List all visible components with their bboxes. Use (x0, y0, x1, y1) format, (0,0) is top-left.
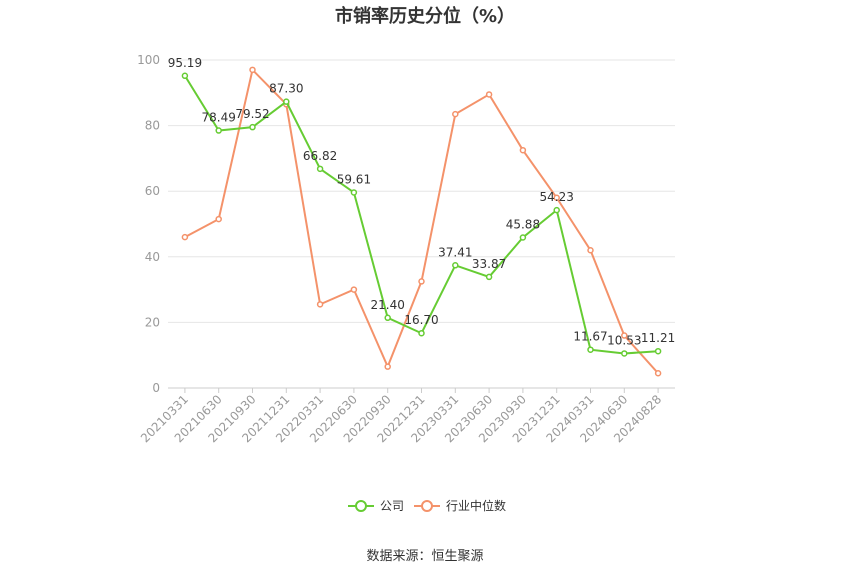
industry-point (249, 66, 256, 74)
company-data-label: 54.23 (540, 190, 574, 204)
company-point (519, 234, 527, 241)
industry-point (350, 286, 358, 293)
y-tick-label: 100 (137, 53, 160, 67)
company-point (553, 206, 560, 214)
y-tick-label: 0 (152, 381, 160, 395)
industry-point (384, 363, 391, 370)
y-axis: 0 20 40 60 80 100 (137, 53, 160, 395)
company-point (621, 350, 628, 357)
company-data-label: 11.67 (573, 330, 607, 344)
company-data-label: 87.30 (269, 82, 303, 96)
industry-point (452, 110, 459, 118)
industry-point (553, 194, 560, 202)
company-point (485, 273, 493, 281)
industry-point (181, 233, 189, 241)
data-source: 数据来源：恒生聚源 (366, 549, 484, 564)
company-point (283, 98, 290, 105)
company-data-label: 95.19 (168, 56, 202, 70)
gridlines (168, 59, 675, 323)
legend-company-label: 公司 (380, 499, 404, 513)
company-point (384, 314, 391, 322)
industry-point (485, 91, 493, 98)
company-data-label: 10.53 (607, 333, 641, 347)
y-tick-label: 40 (145, 250, 160, 264)
company-data-label: 78.49 (202, 111, 236, 125)
y-tick-label: 20 (145, 315, 160, 329)
industry-point (215, 215, 222, 223)
legend: 公司 行业中位数 (348, 498, 506, 513)
company-point (452, 262, 459, 269)
industry-point (519, 146, 527, 154)
company-point (249, 123, 256, 131)
company-point (316, 165, 324, 173)
industry-point (654, 369, 662, 377)
series-lines (181, 66, 662, 377)
chart-title: 市销率历史分位（%） (334, 6, 516, 27)
company-data-label: 11.21 (641, 331, 675, 345)
company-point (418, 329, 425, 337)
industry-point (587, 246, 594, 254)
industry-point (621, 332, 628, 339)
company-point (350, 189, 358, 196)
company-data-label: 45.88 (506, 218, 540, 232)
legend-industry-label: 行业中位数 (446, 498, 506, 513)
company-point (654, 347, 662, 355)
company-data-label: 21.40 (371, 298, 405, 312)
legend-industry-marker (421, 500, 433, 512)
company-data-label: 79.52 (235, 107, 269, 121)
company-point (181, 72, 189, 80)
y-tick-label: 60 (145, 184, 160, 198)
industry-point (316, 301, 324, 308)
company-data-label: 59.61 (337, 172, 371, 186)
company-data-label: 37.41 (438, 245, 472, 259)
company-data-label: 66.82 (303, 149, 337, 163)
x-axis: 2021033120210630202109302021123120220331… (138, 387, 675, 445)
company-point (587, 346, 594, 353)
legend-company-marker (355, 500, 367, 512)
y-tick-label: 80 (145, 119, 160, 133)
company-data-label: 16.70 (404, 313, 438, 327)
industry-point (418, 278, 425, 285)
company-point (215, 127, 222, 134)
company-data-label: 33.87 (472, 257, 506, 271)
